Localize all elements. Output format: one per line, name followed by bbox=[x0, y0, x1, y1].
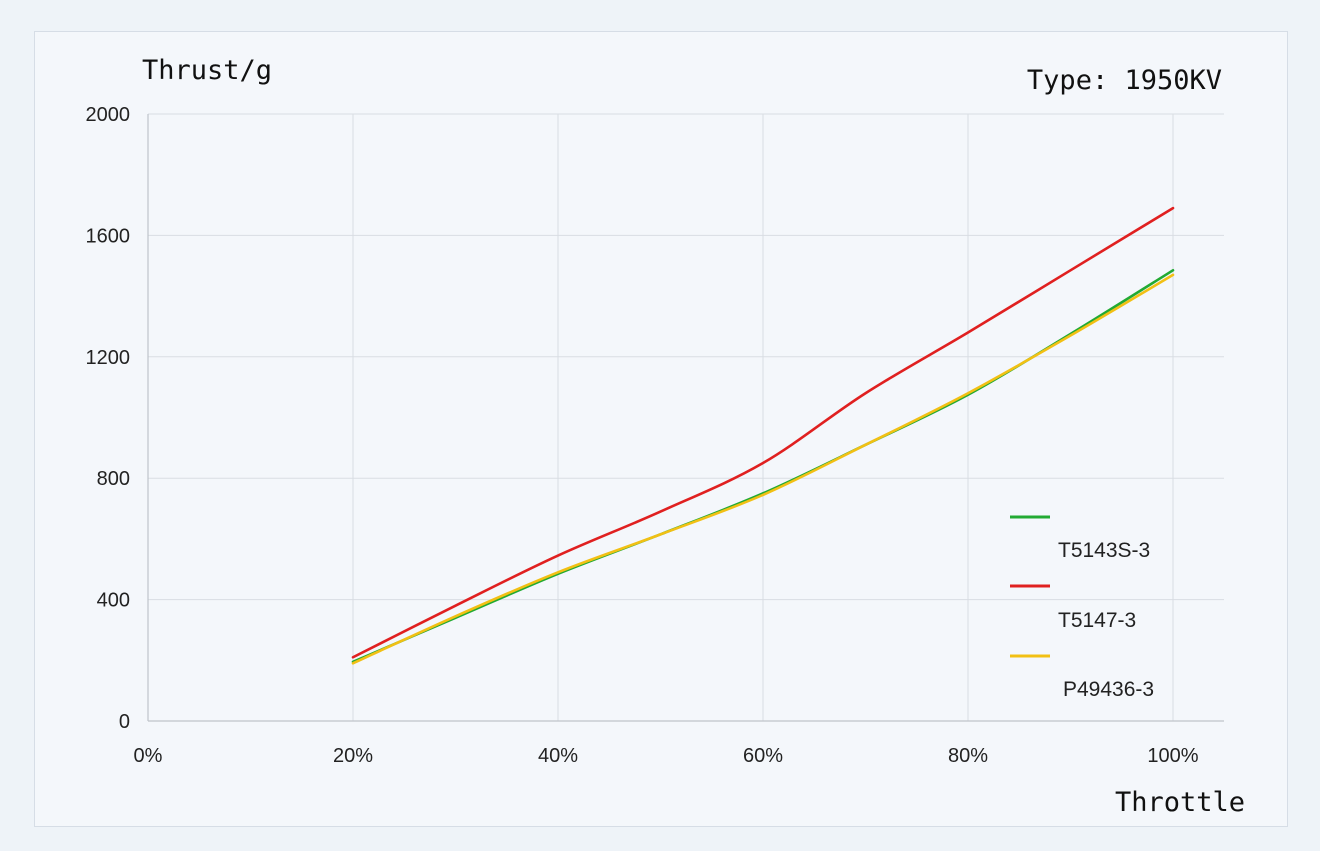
y-tick-label: 800 bbox=[97, 468, 130, 490]
chart-panel bbox=[34, 31, 1288, 827]
x-tick-label: 20% bbox=[333, 745, 373, 767]
legend-label: T5143S-3 bbox=[1058, 539, 1150, 562]
y-tick-label: 2000 bbox=[86, 104, 131, 126]
x-tick-label: 100% bbox=[1147, 745, 1198, 767]
legend-label: T5147-3 bbox=[1058, 609, 1136, 632]
x-tick-labels: 0% 20% 40% 60% 80% 100% bbox=[134, 745, 1199, 767]
legend: T5143S-3 T5147-3 P49436-3 bbox=[1010, 515, 1154, 701]
x-axis-label: Throttle bbox=[1115, 787, 1245, 818]
y-tick-label: 0 bbox=[119, 711, 130, 733]
grid bbox=[148, 113, 1224, 721]
series-line-p49436-3 bbox=[351, 273, 1175, 665]
legend-label: P49436-3 bbox=[1063, 678, 1154, 701]
axes bbox=[147, 114, 1224, 722]
y-tick-label: 1600 bbox=[86, 225, 131, 247]
y-axis-label: Thrust/g bbox=[142, 55, 272, 86]
series-line-t5147-3 bbox=[351, 206, 1175, 659]
series-lines bbox=[351, 206, 1175, 665]
chart-annotation: Type: 1950KV bbox=[1027, 65, 1222, 96]
y-tick-labels: 0 400 800 1200 1600 2000 bbox=[86, 104, 131, 733]
y-tick-label: 1200 bbox=[86, 347, 131, 369]
x-tick-label: 60% bbox=[743, 745, 783, 767]
x-tick-label: 0% bbox=[134, 745, 163, 767]
x-tick-label: 40% bbox=[538, 745, 578, 767]
x-tick-label: 80% bbox=[948, 745, 988, 767]
y-tick-label: 400 bbox=[97, 590, 130, 612]
